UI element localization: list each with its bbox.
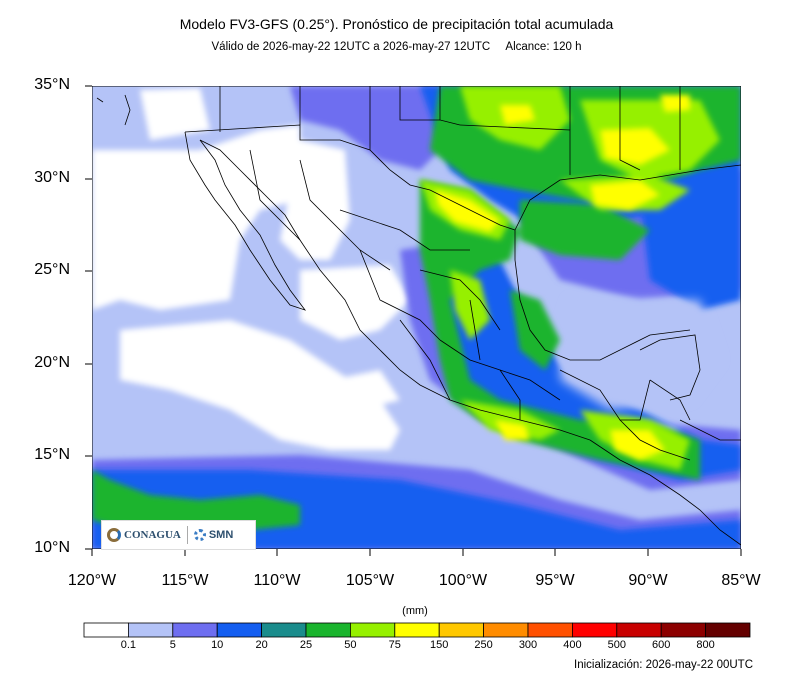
lon-label-100: 100°W [438, 572, 488, 589]
legend-label: 300 [518, 639, 538, 651]
legend-swatch [616, 622, 662, 638]
legend-swatch [527, 622, 573, 638]
legend-label: 150 [430, 639, 449, 651]
legend-swatch [83, 622, 129, 638]
legend-label: 20 [255, 639, 268, 651]
conagua-logo-icon [107, 528, 121, 542]
lat-label-20: 20°N [34, 354, 70, 371]
lon-label-95: 95°W [535, 572, 575, 589]
legend-swatch [172, 622, 218, 638]
lat-label-30: 30°N [34, 169, 70, 186]
lon-label-90: 90°W [628, 572, 668, 589]
lon-label-85: 85°W [721, 572, 761, 589]
legend-label: 5 [169, 639, 176, 651]
legend-unit: (mm) [402, 605, 428, 617]
legend-label: 500 [607, 639, 626, 651]
lon-label-110: 110°W [253, 572, 301, 589]
legend-swatch [349, 622, 396, 638]
valid-period: Válido de 2026-may-22 12UTC a 2026-may-2… [211, 41, 491, 53]
initialization-time: Inicialización: 2026-may-22 00UTC [574, 659, 753, 671]
legend-label: 600 [652, 639, 671, 651]
coastlines-borders [96, 86, 741, 546]
legend-label: 25 [299, 639, 313, 651]
axis-ticks [85, 85, 742, 556]
logo-divider [186, 526, 188, 544]
legend-swatch [216, 622, 262, 638]
smn-logo-icon [193, 529, 206, 541]
lat-label-35: 35°N [34, 76, 70, 93]
forecast-range: Alcance: 120 h [505, 41, 582, 53]
lat-label-15: 15°N [34, 446, 70, 463]
legend-label: 250 [474, 639, 493, 651]
legend-label: 10 [211, 639, 224, 651]
legend-label: 50 [344, 639, 357, 651]
legend-label: 400 [563, 639, 582, 651]
legend-swatch [483, 622, 529, 638]
map-subtitle: Válido de 2026-may-22 12UTC a 2026-may-2… [0, 41, 793, 53]
legend-swatch [660, 622, 707, 638]
lat-label-25: 25°N [34, 261, 70, 278]
legend-label: 75 [388, 639, 401, 651]
precipitation-field [92, 86, 741, 549]
legend-swatch [438, 622, 485, 638]
lat-label-10: 10°N [34, 539, 70, 556]
lon-label-105: 105°W [345, 572, 395, 589]
legend-label: 0.1 [120, 639, 137, 651]
legend-label: 800 [696, 639, 715, 651]
lon-label-120: 120°W [67, 572, 117, 589]
lon-label-115: 115°W [161, 572, 209, 589]
agency-logos: CONAGUA SMN [101, 520, 256, 550]
legend-swatch [127, 622, 174, 638]
map-title: Modelo FV3-GFS (0.25°). Pronóstico de pr… [179, 16, 614, 32]
conagua-logo-text: CONAGUA [124, 529, 181, 541]
smn-logo-text: SMN [208, 529, 234, 541]
legend-swatch [261, 622, 307, 638]
legend-swatch [305, 622, 351, 638]
legend-swatch [572, 622, 618, 638]
legend-swatch [394, 622, 440, 638]
legend-swatch [705, 622, 751, 638]
